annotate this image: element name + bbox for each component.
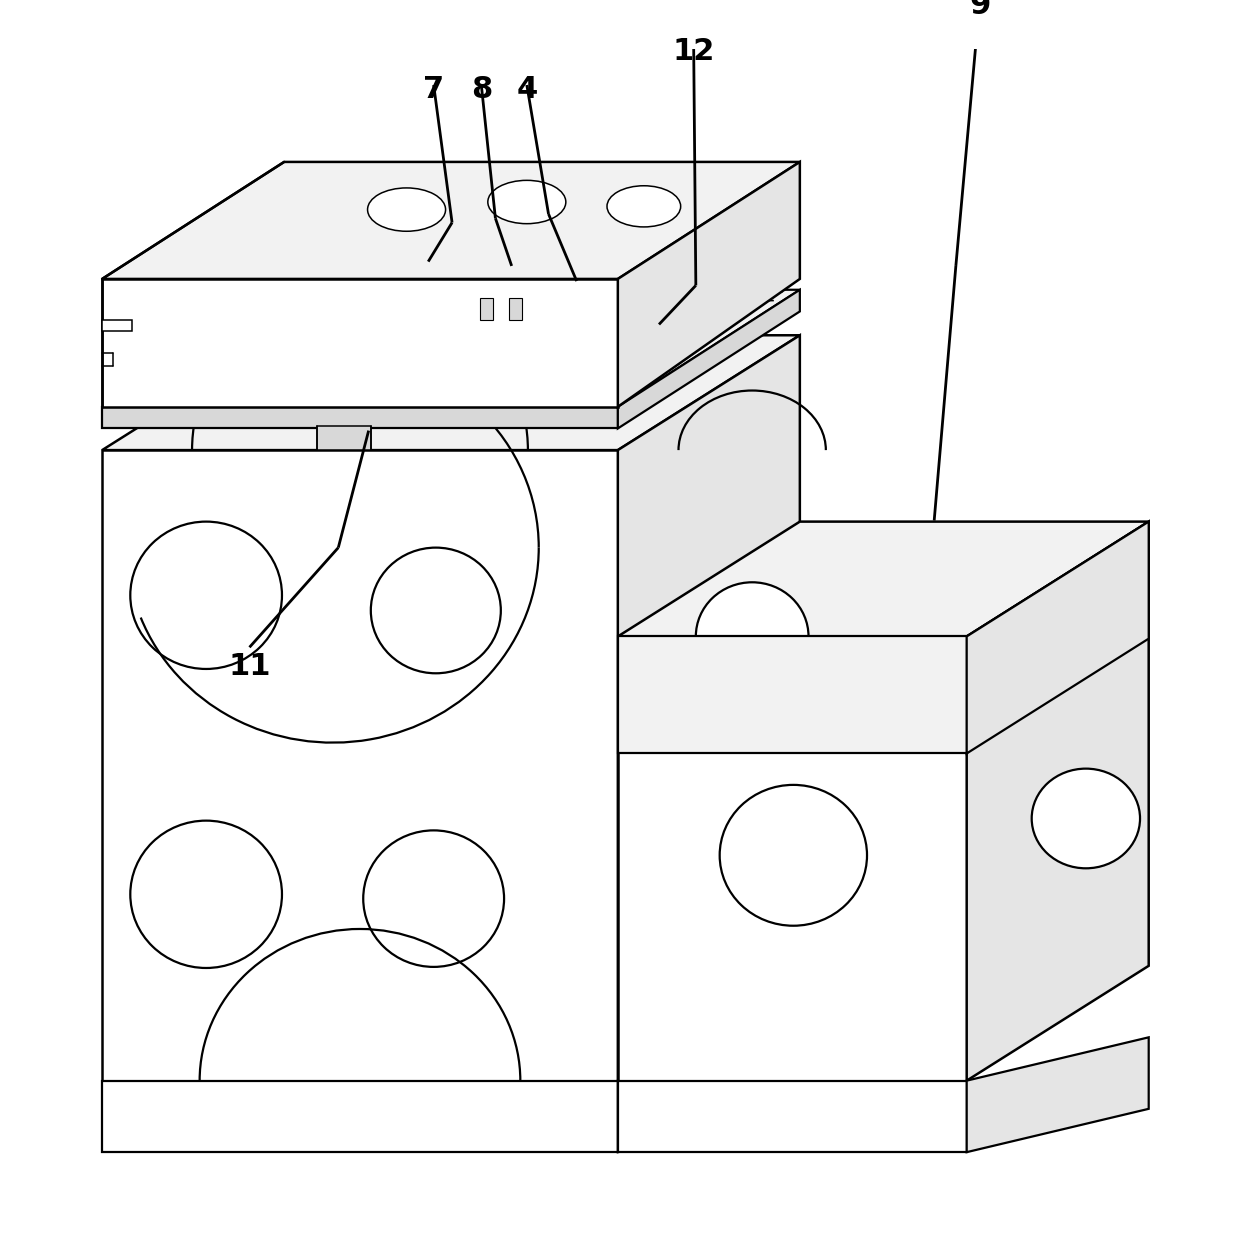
Ellipse shape — [130, 820, 281, 968]
Ellipse shape — [363, 830, 505, 967]
Polygon shape — [102, 335, 800, 450]
Ellipse shape — [367, 187, 445, 231]
Ellipse shape — [719, 784, 867, 926]
Polygon shape — [316, 426, 371, 450]
Text: 4: 4 — [516, 74, 537, 104]
Polygon shape — [480, 298, 494, 320]
Polygon shape — [102, 1081, 618, 1152]
Polygon shape — [967, 521, 1148, 753]
Text: 9: 9 — [968, 0, 991, 20]
Polygon shape — [618, 1037, 800, 1152]
Text: 7: 7 — [423, 74, 444, 104]
Polygon shape — [510, 298, 522, 320]
Polygon shape — [102, 161, 800, 279]
Polygon shape — [967, 521, 1148, 1081]
Ellipse shape — [1032, 768, 1140, 869]
Polygon shape — [102, 407, 618, 428]
Polygon shape — [102, 450, 618, 1081]
Polygon shape — [618, 289, 800, 428]
Ellipse shape — [130, 521, 281, 669]
Ellipse shape — [371, 547, 501, 674]
Text: 11: 11 — [228, 653, 270, 681]
Polygon shape — [319, 300, 774, 303]
Ellipse shape — [347, 302, 394, 328]
Polygon shape — [618, 335, 800, 1081]
Polygon shape — [618, 1081, 967, 1152]
Ellipse shape — [487, 180, 565, 223]
Polygon shape — [967, 1037, 1148, 1152]
Polygon shape — [618, 637, 967, 1081]
Text: 12: 12 — [672, 37, 714, 66]
Polygon shape — [618, 161, 800, 407]
Text: 8: 8 — [471, 74, 492, 104]
Polygon shape — [618, 637, 967, 753]
Polygon shape — [102, 279, 618, 407]
Ellipse shape — [608, 298, 655, 324]
Ellipse shape — [348, 297, 470, 318]
Ellipse shape — [559, 295, 667, 316]
Polygon shape — [102, 320, 133, 331]
Polygon shape — [102, 289, 800, 407]
Polygon shape — [618, 521, 1148, 637]
Ellipse shape — [696, 582, 808, 691]
Ellipse shape — [608, 186, 681, 227]
